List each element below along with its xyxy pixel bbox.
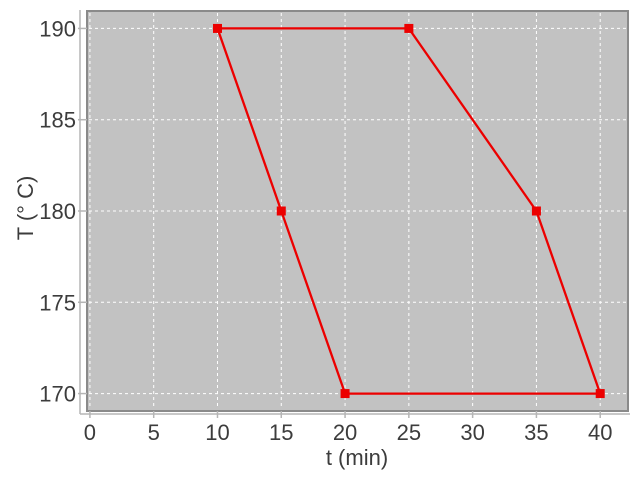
x-tick-label: 10 <box>205 420 229 445</box>
x-tick-label: 40 <box>588 420 612 445</box>
x-tick-label: 35 <box>524 420 548 445</box>
y-tick-label: 185 <box>39 108 76 133</box>
data-point-marker <box>340 389 350 399</box>
data-point-marker <box>212 23 222 33</box>
x-tick-label: 25 <box>397 420 421 445</box>
x-tick-label: 15 <box>269 420 293 445</box>
y-tick-label: 175 <box>39 290 76 315</box>
x-tick-label: 30 <box>460 420 484 445</box>
x-tick-label: 5 <box>148 420 160 445</box>
y-tick-label: 170 <box>39 382 76 407</box>
data-point-marker <box>531 206 541 216</box>
x-tick-label: 20 <box>333 420 357 445</box>
data-point-marker <box>276 206 286 216</box>
data-point-marker <box>404 23 414 33</box>
y-tick-label: 180 <box>39 199 76 224</box>
x-axis-title: t (min) <box>325 445 389 470</box>
y-tick-label: 190 <box>39 16 76 41</box>
x-tick-label: 0 <box>84 420 96 445</box>
data-point-marker <box>595 389 605 399</box>
y-axis-title: T (° C) <box>13 175 38 241</box>
